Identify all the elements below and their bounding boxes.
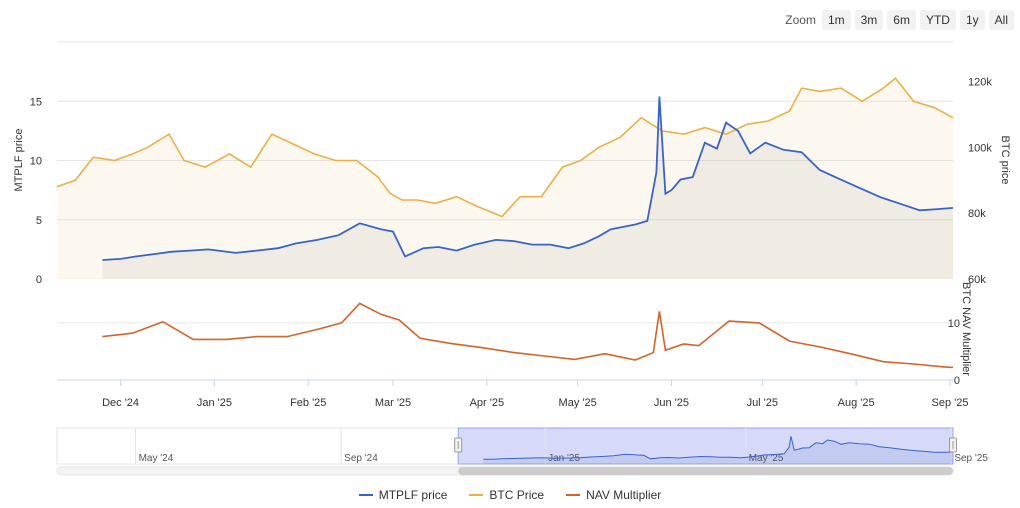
x-axis-tick: Feb '25: [290, 397, 326, 409]
right-axis-tick: 120k: [968, 77, 992, 89]
right-axis-tick: 60k: [968, 274, 986, 286]
right-axis-tick: 100k: [968, 142, 992, 154]
navigator-tick: Sep '24: [344, 453, 378, 464]
zoom-toolbar: Zoom 1m 3m 6m YTD 1y All: [785, 10, 1014, 30]
navigator-tick: Sep '25: [954, 453, 988, 464]
x-axis-tick: Dec '24: [102, 397, 139, 409]
x-axis-tick: Apr '25: [470, 397, 505, 409]
left-axis-tick: 5: [36, 215, 42, 227]
x-axis-tick: Jun '25: [654, 397, 689, 409]
x-axis-tick: Jan '25: [197, 397, 232, 409]
zoom-6m-button[interactable]: 6m: [887, 10, 916, 30]
nav-axis-title: BTC NAV Multiplier: [960, 282, 972, 376]
mtplf-area: [102, 96, 953, 279]
legend-item-mtplf[interactable]: MTPLF price: [358, 488, 448, 502]
x-axis-tick: Sep '25: [931, 397, 968, 409]
left-axis-title: MTPLF price: [13, 129, 25, 192]
navigator-area: [483, 436, 953, 464]
x-axis-tick: May '25: [559, 397, 597, 409]
zoom-1m-button[interactable]: 1m: [821, 10, 851, 30]
x-axis-tick: Aug '25: [838, 397, 875, 409]
navigator-series-line: [483, 436, 954, 460]
btc-area: [57, 78, 953, 279]
nav-axis-tick: 0: [954, 375, 960, 387]
navigator-tick: May '24: [139, 453, 174, 464]
legend-swatch-mtplf: [358, 494, 373, 496]
legend-label-btc: BTC Price: [489, 488, 545, 502]
legend-item-nav[interactable]: NAV Multiplier: [566, 488, 661, 502]
legend: MTPLF price BTC Price NAV Multiplier: [0, 488, 1020, 502]
price-chart[interactable]: 0 5 10 15 60k 80k 100k 120k 0 10 MTPLF price BTC pr…: [0, 0, 1020, 485]
zoom-1y-button[interactable]: 1y: [959, 10, 985, 30]
zoom-all-button[interactable]: All: [988, 10, 1014, 30]
btc-price-line: [56, 77, 954, 218]
left-axis-tick: 10: [30, 156, 42, 168]
legend-label-mtplf: MTPLF price: [378, 488, 448, 502]
nav-multiplier-line: [102, 302, 954, 369]
x-axis-tick: Jul '25: [747, 397, 778, 409]
navigator-tick: May '25: [749, 453, 784, 464]
nav-axis-tick: 10: [948, 318, 960, 330]
legend-swatch-btc: [469, 494, 484, 496]
left-axis-tick: 15: [30, 96, 42, 108]
zoom-ytd-button[interactable]: YTD: [919, 10, 956, 30]
x-axis-tick: Mar '25: [375, 397, 411, 409]
right-axis-tick: 80k: [968, 208, 986, 220]
zoom-3m-button[interactable]: 3m: [854, 10, 884, 30]
legend-label-nav: NAV Multiplier: [586, 488, 662, 502]
legend-item-btc[interactable]: BTC Price: [469, 488, 544, 502]
left-axis-tick: 0: [36, 274, 42, 286]
scrollbar-thumb[interactable]: [458, 467, 953, 475]
zoom-label: Zoom: [785, 13, 816, 27]
legend-swatch-nav: [566, 494, 581, 496]
right-axis-title: BTC price: [999, 136, 1011, 185]
mtplf-price-line: [102, 96, 954, 261]
